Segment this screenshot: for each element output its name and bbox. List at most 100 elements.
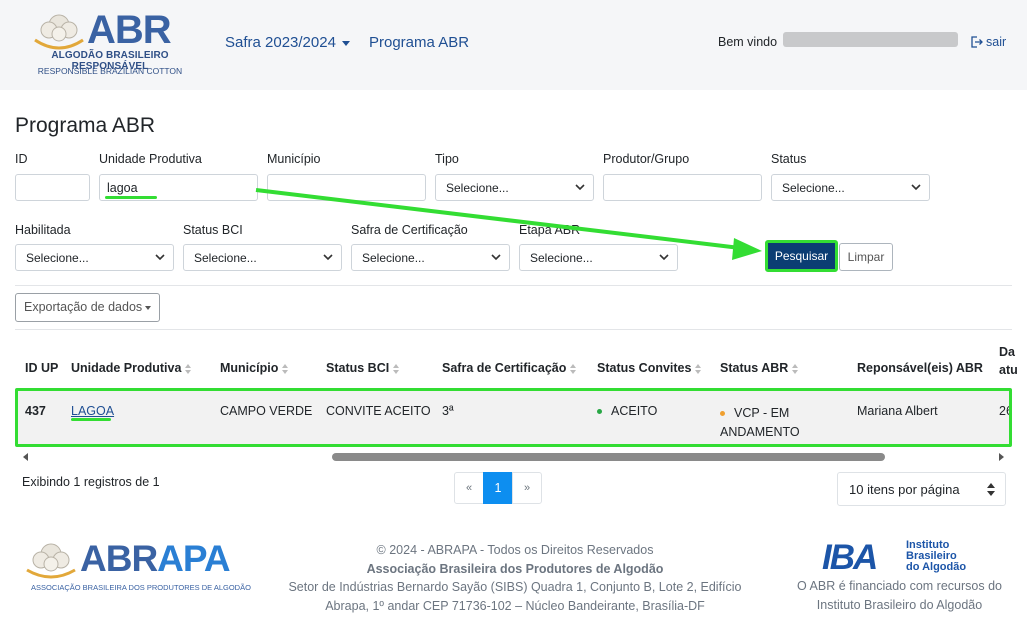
clear-button[interactable]: Limpar — [839, 243, 893, 271]
nav-programa-abr[interactable]: Programa ABR — [369, 34, 470, 51]
search-button[interactable]: Pesquisar — [765, 240, 838, 272]
safra-dropdown[interactable]: Safra 2023/2024 — [225, 34, 350, 51]
logo-tagline: ALGODÃO BRASILEIRO RESPONSÁVEL — [51, 50, 169, 72]
cell-municipio: CAMPO VERDE — [220, 404, 313, 418]
tipo-label: Tipo — [435, 152, 459, 166]
iba-name-line-1: Instituto — [906, 539, 950, 551]
abrapa-tagline: ASSOCIAÇÃO BRASILEIRA DOS PRODUTORES DE … — [31, 583, 251, 592]
id-input[interactable] — [15, 174, 90, 201]
status-value: Selecione... — [782, 181, 845, 195]
col-header-data-top: Da — [999, 345, 1015, 359]
table-row[interactable] — [15, 388, 1012, 447]
col-header-id[interactable]: ID UP — [25, 361, 59, 375]
safra-cert-select[interactable]: Selecione... — [351, 244, 510, 271]
sort-icon — [792, 363, 799, 374]
cell-data: 26 — [999, 404, 1009, 418]
logo-tagline-en: RESPONSIBLE BRAZILIAN COTTON — [37, 66, 183, 76]
col-header-unidade[interactable]: Unidade Produtiva — [71, 361, 192, 375]
next-page-button[interactable]: » — [512, 472, 542, 504]
abrapa-word-a: ABR — [80, 538, 158, 579]
chevron-down-icon — [911, 184, 921, 191]
items-per-page-value: 10 itens por página — [849, 482, 960, 497]
iba-name-line-3: do Algodão — [906, 561, 967, 573]
abrapa-wordmark: ABRAPA — [80, 538, 231, 580]
abr-logo[interactable]: ABR ALGODÃO BRASILEIRO RESPONSÁVEL RESPO… — [17, 8, 207, 80]
iba-name-line-2: Brasileiro — [906, 550, 957, 562]
export-data-dropdown[interactable]: Exportação de dados — [15, 293, 160, 322]
cell-unidade-link[interactable]: LAGOA — [71, 404, 115, 418]
top-navbar: ABR ALGODÃO BRASILEIRO RESPONSÁVEL RESPO… — [0, 0, 1027, 90]
cell-safra: 3ª — [442, 404, 454, 418]
habilitada-select[interactable]: Selecione... — [15, 244, 174, 271]
items-per-page-select[interactable]: 10 itens por página — [837, 472, 1006, 506]
sort-icon — [393, 363, 400, 374]
produtor-input[interactable] — [603, 174, 762, 201]
col-header-status-bci[interactable]: Status BCI — [326, 361, 400, 375]
export-label: Exportação de dados — [24, 300, 143, 314]
cell-status-abr-2: ANDAMENTO — [720, 425, 800, 439]
tipo-select[interactable]: Selecione... — [435, 174, 594, 201]
highlight-underline — [71, 418, 111, 421]
select-updown-icon — [987, 483, 995, 496]
iba-caption-line-2: Instituto Brasileiro do Algodão — [816, 598, 983, 612]
status-bci-label: Status BCI — [183, 223, 243, 237]
unidade-label: Unidade Produtiva — [99, 152, 202, 166]
org-name: Associação Brasileira dos Produtores de … — [366, 561, 664, 576]
col-header-municipio[interactable]: Município — [220, 361, 289, 375]
cell-convites: ACEITO — [597, 404, 657, 418]
page-1-button[interactable]: 1 — [483, 472, 513, 504]
highlight-underline — [105, 196, 157, 199]
status-dot-green — [597, 409, 602, 415]
iba-caption: O ABR é financiado com recursos do Insti… — [792, 577, 1007, 615]
municipio-label: Município — [267, 152, 321, 166]
cell-responsavel: Mariana Albert — [857, 404, 938, 418]
records-count: Exibindo 1 registros de 1 — [22, 475, 160, 489]
col-header-responsavel[interactable]: Reponsável(eis) ABR — [857, 361, 983, 375]
col-header-safra[interactable]: Safra de Certificação — [442, 361, 577, 375]
etapa-abr-select[interactable]: Selecione... — [519, 244, 678, 271]
status-select[interactable]: Selecione... — [771, 174, 930, 201]
col-header-municipio-label: Município — [220, 361, 279, 375]
copyright: © 2024 - ABRAPA - Todos os Direitos Rese… — [376, 543, 654, 557]
col-header-safra-label: Safra de Certificação — [442, 361, 567, 375]
col-header-data-bottom: atu — [999, 363, 1018, 377]
cotton-flower-icon — [26, 543, 76, 579]
iba-name: Instituto Brasileiro do Algodão — [906, 540, 966, 573]
safra-cert-value: Selecione... — [362, 251, 425, 265]
iba-caption-line-1: O ABR é financiado com recursos do — [797, 579, 1002, 593]
divider — [15, 329, 1012, 330]
etapa-abr-value: Selecione... — [530, 251, 593, 265]
abrapa-logo[interactable]: ABRAPA ASSOCIAÇÃO BRASILEIRA DOS PRODUTO… — [23, 538, 251, 598]
page-title: Programa ABR — [15, 114, 156, 137]
prev-page-button[interactable]: « — [454, 472, 484, 504]
welcome-text: Bem vindo — [718, 35, 778, 49]
iba-wordmark: IBA — [822, 538, 878, 577]
cotton-flower-icon — [34, 14, 84, 50]
footer-info: © 2024 - ABRAPA - Todos os Direitos Rese… — [280, 541, 750, 615]
logout-link[interactable]: sair — [970, 35, 1006, 49]
col-header-convites[interactable]: Status Convites — [597, 361, 702, 375]
scroll-left-arrow-icon[interactable] — [23, 453, 28, 461]
redacted-username — [783, 32, 958, 47]
scroll-right-arrow-icon[interactable] — [999, 453, 1004, 461]
chevron-down-icon — [659, 254, 669, 261]
status-bci-select[interactable]: Selecione... — [183, 244, 342, 271]
chevron-down-icon — [575, 184, 585, 191]
col-header-data[interactable]: Da atu — [999, 343, 1027, 379]
status-dot-orange — [720, 411, 725, 417]
cell-status-abr: VCP - EM ANDAMENTO — [720, 404, 800, 442]
iba-logo[interactable]: IBA Instituto Brasileiro do Algodão — [822, 538, 992, 578]
logout-icon — [971, 36, 983, 48]
produtor-label: Produtor/Grupo — [603, 152, 690, 166]
municipio-input[interactable] — [267, 174, 426, 201]
abrapa-word-b: APA — [157, 538, 230, 579]
scrollbar-thumb[interactable] — [332, 453, 885, 461]
col-header-status-abr[interactable]: Status ABR — [720, 361, 799, 375]
chevron-down-icon — [155, 254, 165, 261]
caret-down-icon — [341, 40, 350, 46]
cell-status-bci: CONVITE ACEITO — [326, 404, 431, 418]
chevron-down-icon — [491, 254, 501, 261]
divider — [15, 285, 1012, 286]
logo-wordmark: ABR — [87, 8, 172, 52]
status-label: Status — [771, 152, 807, 166]
